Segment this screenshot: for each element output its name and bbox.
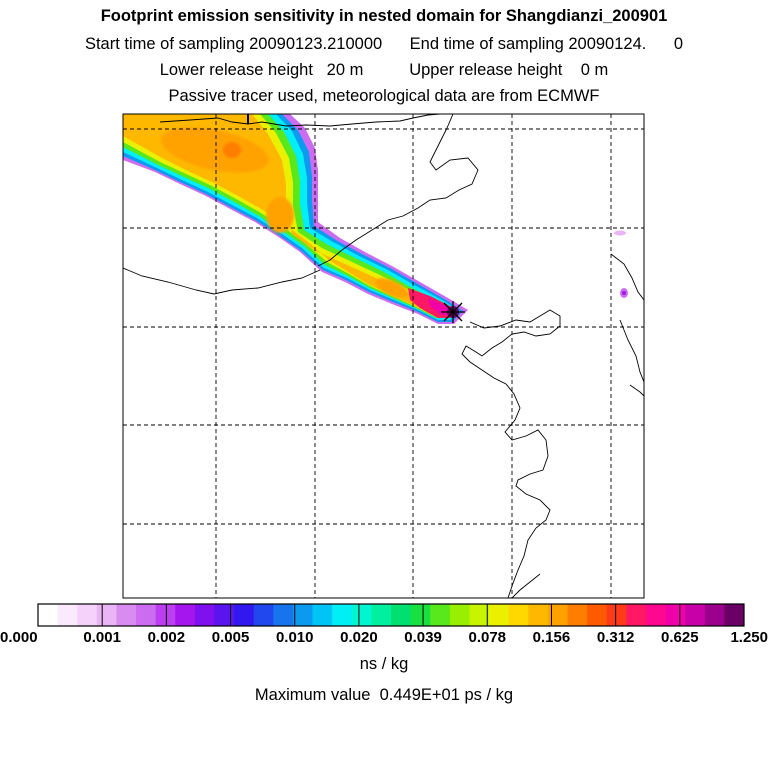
colorbar-cell xyxy=(587,604,608,626)
max-value-label: Maximum value 0.449E+01 ps / kg xyxy=(254,686,514,704)
colorbar-cell xyxy=(547,604,568,626)
colorbar-cell xyxy=(253,604,274,626)
colorbar-cell xyxy=(508,604,529,626)
colorbar-cell xyxy=(175,604,196,626)
colorbar-cell xyxy=(665,604,686,626)
colorbar-unit-label: ns / kg xyxy=(359,655,409,673)
tracer-info-line: Passive tracer used, meteorological data… xyxy=(168,87,600,105)
colorbar-cell xyxy=(214,604,235,626)
colorbar-cell xyxy=(567,604,588,626)
colorbar-cell xyxy=(469,604,490,626)
colorbar-cell xyxy=(724,604,745,626)
sampling-time-line: Start time of sampling 20090123.210000 E… xyxy=(84,35,684,53)
colorbar-cell xyxy=(391,604,412,626)
colorbar-cell xyxy=(489,604,510,626)
colorbar-tick-label: 0.020 xyxy=(340,629,378,646)
colorbar-cell xyxy=(645,604,666,626)
release-height-line: Lower release height 20 m Upper release … xyxy=(159,61,609,79)
colorbar-tick-label: 0.001 xyxy=(83,629,121,646)
colorbar-tick-label: 0.039 xyxy=(404,629,442,646)
colorbar-tick-label: 0.312 xyxy=(596,629,635,646)
colorbar-cell xyxy=(332,604,353,626)
map-grid xyxy=(123,114,644,598)
colorbar-cell xyxy=(96,604,117,626)
colorbar-cell xyxy=(704,604,725,626)
colorbar-tick-label: 0.156 xyxy=(532,629,571,646)
colorbar-cell xyxy=(685,604,706,626)
receptor-marker xyxy=(441,301,465,323)
plume-patch-orange-deep xyxy=(223,142,241,158)
plume-patch-orange-dark xyxy=(161,127,269,173)
colorbar-cell xyxy=(312,604,333,626)
colorbar-cell xyxy=(155,604,176,626)
colorbar xyxy=(37,603,745,627)
speck-1 xyxy=(614,230,626,236)
footprint-plume xyxy=(123,114,628,324)
colorbar-cell xyxy=(626,604,647,626)
colorbar-cell xyxy=(116,604,137,626)
plume-patch-orange-tail xyxy=(375,278,409,298)
colorbar-cell xyxy=(38,604,59,626)
colorbar-cell xyxy=(351,604,372,626)
colorbar-cell xyxy=(292,604,313,626)
coastlines xyxy=(123,114,644,598)
colorbar-tick-label: 0.078 xyxy=(468,629,507,646)
colorbar-cell xyxy=(234,604,255,626)
colorbar-cell xyxy=(606,604,627,626)
map-frame xyxy=(122,113,645,599)
colorbar-cell xyxy=(273,604,294,626)
colorbar-tick-label: 0.005 xyxy=(211,629,250,646)
colorbar-cell xyxy=(371,604,392,626)
colorbar-tick-label: 1.250 xyxy=(730,629,768,646)
colorbar-tick-label: 0.625 xyxy=(661,629,699,646)
colorbar-tick-label: 0.010 xyxy=(275,629,314,646)
colorbar-cell xyxy=(430,604,451,626)
colorbar-cell xyxy=(528,604,549,626)
chart-title: Footprint emission sensitivity in nested… xyxy=(100,7,668,25)
colorbar-tick-label: 0.002 xyxy=(147,629,186,646)
colorbar-cell xyxy=(410,604,431,626)
colorbar-frame xyxy=(37,603,745,627)
colorbar-cell xyxy=(449,604,470,626)
colorbar-cell xyxy=(57,604,78,626)
colorbar-cell xyxy=(194,604,215,626)
colorbar-cell xyxy=(77,604,98,626)
speck-3 xyxy=(622,291,626,295)
plume-patch-orange-mid xyxy=(266,197,294,233)
colorbar-tick-label: 0.000 xyxy=(0,629,38,646)
colorbar-cell xyxy=(136,604,157,626)
